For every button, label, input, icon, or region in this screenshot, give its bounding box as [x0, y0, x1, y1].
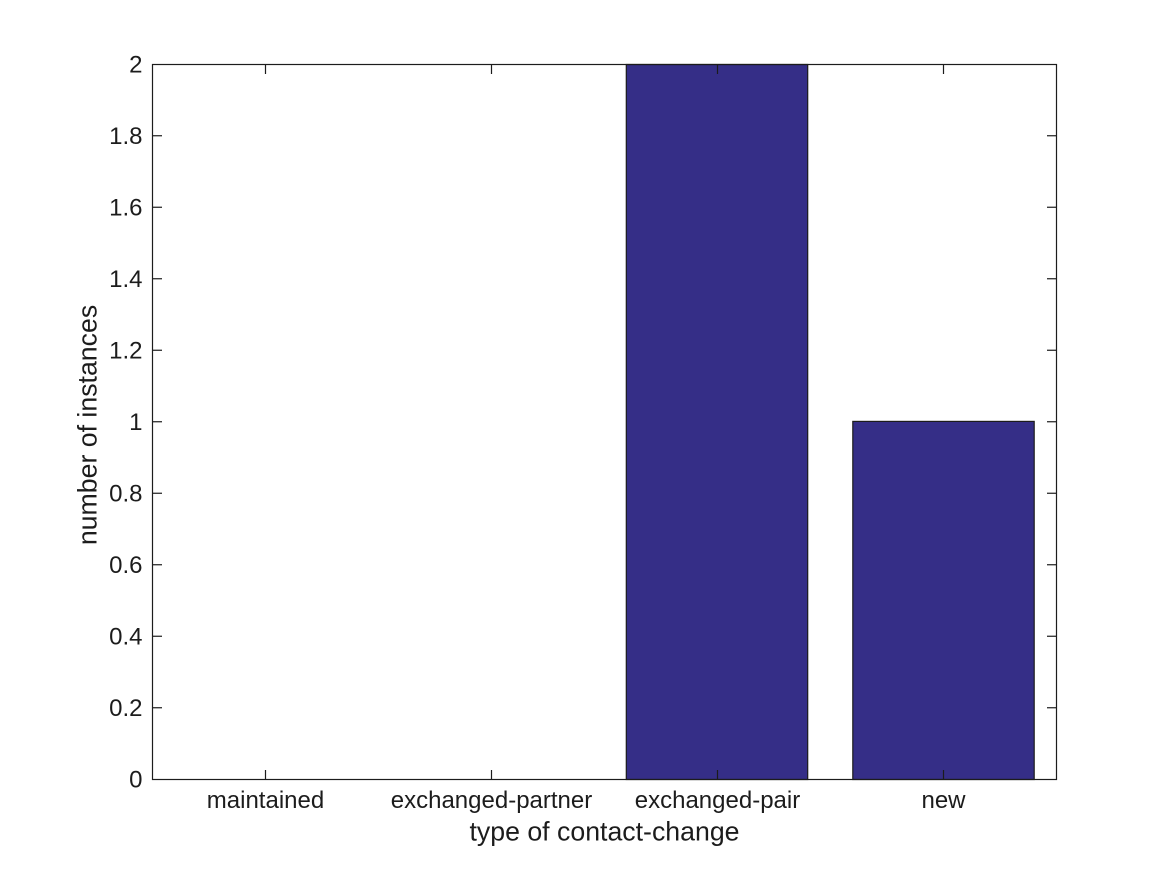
- svg-text:0: 0: [129, 767, 142, 794]
- svg-text:1: 1: [129, 409, 142, 436]
- svg-text:1.8: 1.8: [109, 123, 142, 150]
- svg-text:exchanged-pair: exchanged-pair: [635, 787, 800, 814]
- svg-text:type of contact-change: type of contact-change: [469, 817, 739, 847]
- svg-text:0.8: 0.8: [109, 481, 142, 508]
- svg-text:0.6: 0.6: [109, 552, 142, 579]
- svg-text:1.6: 1.6: [109, 195, 142, 222]
- svg-text:1.2: 1.2: [109, 338, 142, 365]
- svg-text:number of instances: number of instances: [73, 305, 103, 545]
- svg-text:new: new: [921, 787, 966, 814]
- svg-text:0.4: 0.4: [109, 624, 142, 651]
- svg-text:exchanged-partner: exchanged-partner: [391, 787, 592, 814]
- svg-text:maintained: maintained: [207, 787, 324, 814]
- svg-text:2: 2: [129, 52, 142, 79]
- svg-text:1.4: 1.4: [109, 266, 142, 293]
- svg-text:0.2: 0.2: [109, 695, 142, 722]
